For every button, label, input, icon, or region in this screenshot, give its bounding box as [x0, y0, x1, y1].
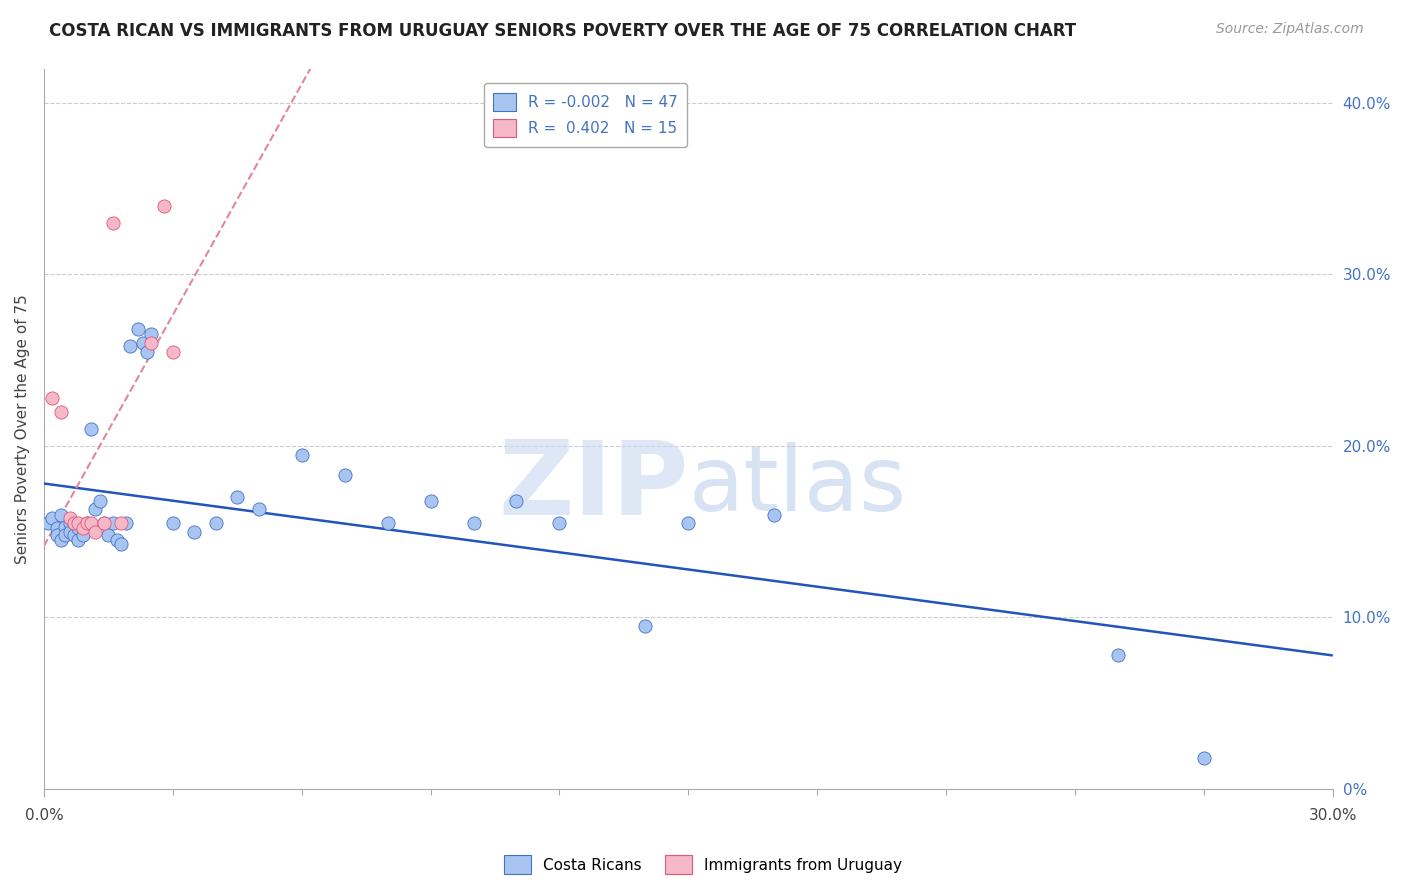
Point — [131, 336, 153, 351]
Point — [72, 521, 94, 535]
Point — [678, 516, 700, 530]
Point — [59, 524, 82, 539]
Point — [1107, 648, 1129, 663]
Point — [247, 502, 270, 516]
Point — [162, 516, 184, 530]
Point — [105, 533, 128, 548]
Point — [80, 422, 103, 436]
Point — [45, 521, 67, 535]
Legend: R = -0.002   N = 47, R =  0.402   N = 15: R = -0.002 N = 47, R = 0.402 N = 15 — [484, 83, 688, 146]
Point — [101, 516, 124, 530]
Point — [67, 521, 90, 535]
Point — [183, 524, 205, 539]
Point — [463, 516, 485, 530]
Point — [226, 491, 249, 505]
Point — [63, 516, 86, 530]
Point — [53, 528, 76, 542]
Point — [59, 516, 82, 530]
Point — [114, 516, 136, 530]
Point — [136, 344, 159, 359]
Point — [763, 508, 786, 522]
Point — [127, 322, 149, 336]
Text: COSTA RICAN VS IMMIGRANTS FROM URUGUAY SENIORS POVERTY OVER THE AGE OF 75 CORREL: COSTA RICAN VS IMMIGRANTS FROM URUGUAY S… — [49, 22, 1077, 40]
Point — [505, 493, 527, 508]
Point — [53, 519, 76, 533]
Point — [548, 516, 571, 530]
Point — [76, 516, 98, 530]
Point — [110, 516, 132, 530]
Point — [63, 516, 86, 530]
Point — [634, 619, 657, 633]
Point — [419, 493, 441, 508]
Point — [63, 528, 86, 542]
Point — [141, 327, 163, 342]
Point — [333, 468, 356, 483]
Point — [89, 493, 111, 508]
Text: ZIP: ZIP — [498, 436, 689, 537]
Legend: Costa Ricans, Immigrants from Uruguay: Costa Ricans, Immigrants from Uruguay — [498, 849, 908, 880]
Point — [93, 516, 115, 530]
Text: Source: ZipAtlas.com: Source: ZipAtlas.com — [1216, 22, 1364, 37]
Point — [49, 508, 72, 522]
Point — [204, 516, 226, 530]
Point — [49, 404, 72, 418]
Point — [41, 511, 63, 525]
Point — [45, 528, 67, 542]
Point — [84, 502, 107, 516]
Point — [141, 336, 163, 351]
Point — [72, 528, 94, 542]
Point — [101, 216, 124, 230]
Point — [76, 516, 98, 530]
Point — [162, 344, 184, 359]
Point — [93, 516, 115, 530]
Point — [37, 516, 59, 530]
Point — [1192, 751, 1215, 765]
Point — [110, 537, 132, 551]
Point — [80, 516, 103, 530]
Point — [377, 516, 399, 530]
Point — [41, 391, 63, 405]
Point — [67, 516, 90, 530]
Point — [97, 528, 120, 542]
Point — [84, 524, 107, 539]
Point — [291, 448, 314, 462]
Point — [59, 511, 82, 525]
Point — [49, 533, 72, 548]
Point — [67, 533, 90, 548]
Point — [153, 199, 176, 213]
Y-axis label: Seniors Poverty Over the Age of 75: Seniors Poverty Over the Age of 75 — [15, 293, 30, 564]
Point — [118, 339, 141, 353]
Text: atlas: atlas — [689, 442, 907, 531]
